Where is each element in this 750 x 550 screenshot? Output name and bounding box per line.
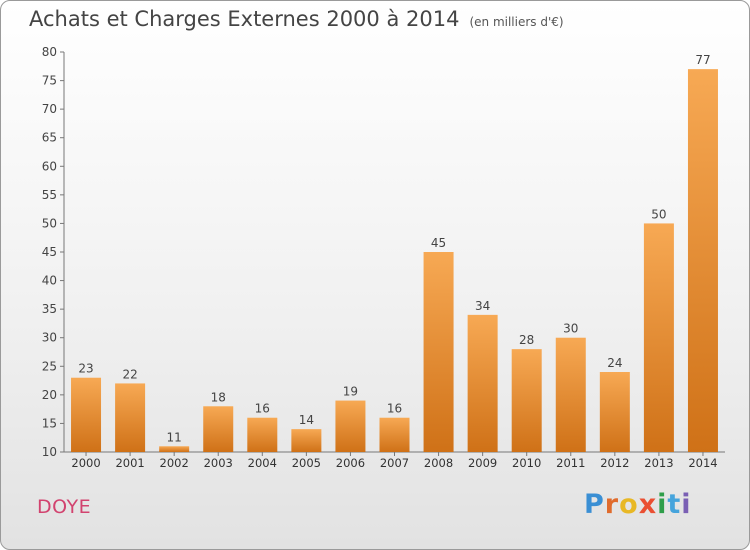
bar <box>159 446 190 452</box>
bar <box>643 223 674 452</box>
x-tick-label: 2013 <box>644 456 673 470</box>
bar-value-label: 50 <box>651 207 666 221</box>
bar <box>247 417 278 452</box>
brand-letter: o <box>619 489 639 520</box>
x-tick-label: 2006 <box>336 456 365 470</box>
bar <box>379 417 410 452</box>
y-tick-label: 40 <box>42 274 57 288</box>
chart-title: Achats et Charges Externes 2000 à 2014 (e… <box>29 7 564 31</box>
y-tick-label: 70 <box>42 102 57 116</box>
bar <box>291 429 322 452</box>
bar <box>599 372 630 452</box>
bar-value-label: 11 <box>167 430 182 444</box>
y-tick-label: 80 <box>42 45 57 59</box>
x-tick-label: 2014 <box>688 456 717 470</box>
bar-value-label: 34 <box>475 299 490 313</box>
brand-letter: i <box>681 489 692 520</box>
bar <box>423 252 454 452</box>
brand-letter: P <box>584 489 605 520</box>
y-tick-label: 75 <box>42 74 57 88</box>
x-tick-label: 2003 <box>204 456 233 470</box>
bar <box>467 314 498 452</box>
y-tick-label: 35 <box>42 302 57 316</box>
chart-unit: (en milliers d'€) <box>469 15 564 29</box>
bar <box>511 349 542 452</box>
x-tick-label: 2004 <box>248 456 277 470</box>
y-tick-label: 65 <box>42 131 57 145</box>
y-tick-label: 10 <box>42 445 57 459</box>
x-tick-label: 2008 <box>424 456 453 470</box>
x-tick-label: 2009 <box>468 456 497 470</box>
y-tick-label: 30 <box>42 331 57 345</box>
y-tick-label: 50 <box>42 216 57 230</box>
x-tick-label: 2007 <box>380 456 409 470</box>
x-tick-label: 2005 <box>292 456 321 470</box>
bar-value-label: 19 <box>343 385 358 399</box>
brand-letter: t <box>667 489 682 520</box>
bar-value-label: 45 <box>431 236 446 250</box>
bar <box>687 69 718 453</box>
brand-letter: i <box>657 489 668 520</box>
y-tick-label: 15 <box>42 416 57 430</box>
bar-value-label: 14 <box>299 413 314 427</box>
bar-value-label: 16 <box>387 402 402 416</box>
chart-title-text: Achats et Charges Externes 2000 à 2014 <box>29 7 460 31</box>
bar <box>203 406 234 452</box>
place-name: DOYE <box>37 496 92 518</box>
x-tick-label: 2011 <box>556 456 585 470</box>
bar-value-label: 22 <box>122 367 137 381</box>
bar <box>71 377 102 452</box>
x-tick-label: 2010 <box>512 456 541 470</box>
bar-value-label: 23 <box>78 362 93 376</box>
bar-value-label: 28 <box>519 333 534 347</box>
bar-value-label: 30 <box>563 322 578 336</box>
bar-value-label: 77 <box>695 53 710 67</box>
y-tick-label: 20 <box>42 388 57 402</box>
bar-value-label: 24 <box>607 356 622 370</box>
brand-letter: r <box>604 489 620 520</box>
x-tick-label: 2001 <box>115 456 144 470</box>
y-tick-label: 60 <box>42 159 57 173</box>
brand-letter: x <box>638 489 658 520</box>
bar-value-label: 16 <box>255 402 270 416</box>
bar <box>115 383 146 452</box>
x-tick-label: 2012 <box>600 456 629 470</box>
y-tick-label: 25 <box>42 359 57 373</box>
bar-value-label: 18 <box>211 390 226 404</box>
proxiti-logo: Proxiti <box>584 489 692 520</box>
y-tick-label: 55 <box>42 188 57 202</box>
x-tick-label: 2000 <box>71 456 100 470</box>
bar <box>335 400 366 452</box>
y-tick-label: 45 <box>42 245 57 259</box>
bar <box>555 337 586 452</box>
x-tick-label: 2002 <box>160 456 189 470</box>
